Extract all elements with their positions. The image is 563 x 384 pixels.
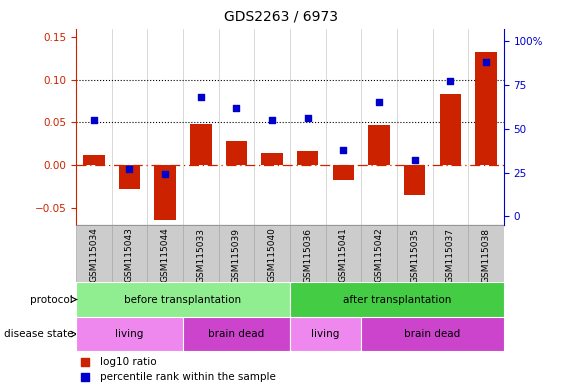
Bar [297, 151, 319, 165]
Bar [361, 225, 397, 282]
Text: GSM115038: GSM115038 [481, 227, 490, 283]
Text: GSM115044: GSM115044 [160, 227, 169, 282]
Point [481, 59, 490, 65]
Point [90, 117, 99, 123]
Text: after transplantation: after transplantation [343, 295, 451, 305]
Text: GSM115042: GSM115042 [374, 227, 383, 282]
Bar [432, 225, 468, 282]
Text: log10 ratio: log10 ratio [100, 357, 156, 367]
Text: protocol: protocol [30, 295, 73, 305]
Bar [397, 225, 432, 282]
Text: GSM115036: GSM115036 [303, 227, 312, 283]
Point [160, 171, 169, 177]
Bar [154, 165, 176, 220]
Point [196, 94, 205, 100]
Bar [76, 317, 183, 351]
Text: GSM115035: GSM115035 [410, 227, 419, 283]
Text: percentile rank within the sample: percentile rank within the sample [100, 372, 275, 382]
Text: GSM115033: GSM115033 [196, 227, 205, 283]
Bar [183, 225, 218, 282]
Bar [218, 225, 254, 282]
Text: brain dead: brain dead [208, 329, 265, 339]
Point [339, 147, 348, 153]
Point [232, 105, 241, 111]
Point [363, 164, 372, 170]
Bar [475, 52, 497, 165]
Bar [368, 125, 390, 165]
Bar [111, 225, 148, 282]
Bar [325, 225, 361, 282]
Text: brain dead: brain dead [404, 329, 461, 339]
Bar [440, 94, 461, 165]
Text: before transplantation: before transplantation [124, 295, 242, 305]
Bar [290, 317, 361, 351]
Point [125, 166, 134, 172]
Bar [119, 165, 140, 189]
Bar [226, 141, 247, 165]
Bar [148, 225, 183, 282]
Bar [261, 153, 283, 165]
Text: GSM115040: GSM115040 [267, 227, 276, 282]
Point [267, 117, 276, 123]
Bar [290, 225, 325, 282]
Bar [83, 155, 105, 165]
Text: disease state: disease state [4, 329, 73, 339]
Text: GSM115039: GSM115039 [232, 227, 241, 283]
Text: GSM115034: GSM115034 [90, 227, 99, 282]
Text: GDS2263 / 6973: GDS2263 / 6973 [225, 10, 338, 23]
Point [446, 78, 455, 84]
Point [410, 157, 419, 164]
Text: GSM115041: GSM115041 [339, 227, 348, 282]
Text: living: living [115, 329, 144, 339]
Bar [76, 282, 290, 317]
Bar [183, 317, 290, 351]
Bar [404, 165, 426, 195]
Bar [254, 225, 290, 282]
Point [363, 304, 372, 310]
Bar [468, 225, 504, 282]
Text: living: living [311, 329, 340, 339]
Text: GSM115043: GSM115043 [125, 227, 134, 282]
Point [374, 99, 383, 106]
Text: GSM115037: GSM115037 [446, 227, 455, 283]
Bar [76, 225, 111, 282]
Bar [333, 165, 354, 180]
Bar [361, 317, 504, 351]
Point [303, 115, 312, 121]
Bar [190, 124, 212, 165]
Bar [290, 282, 504, 317]
